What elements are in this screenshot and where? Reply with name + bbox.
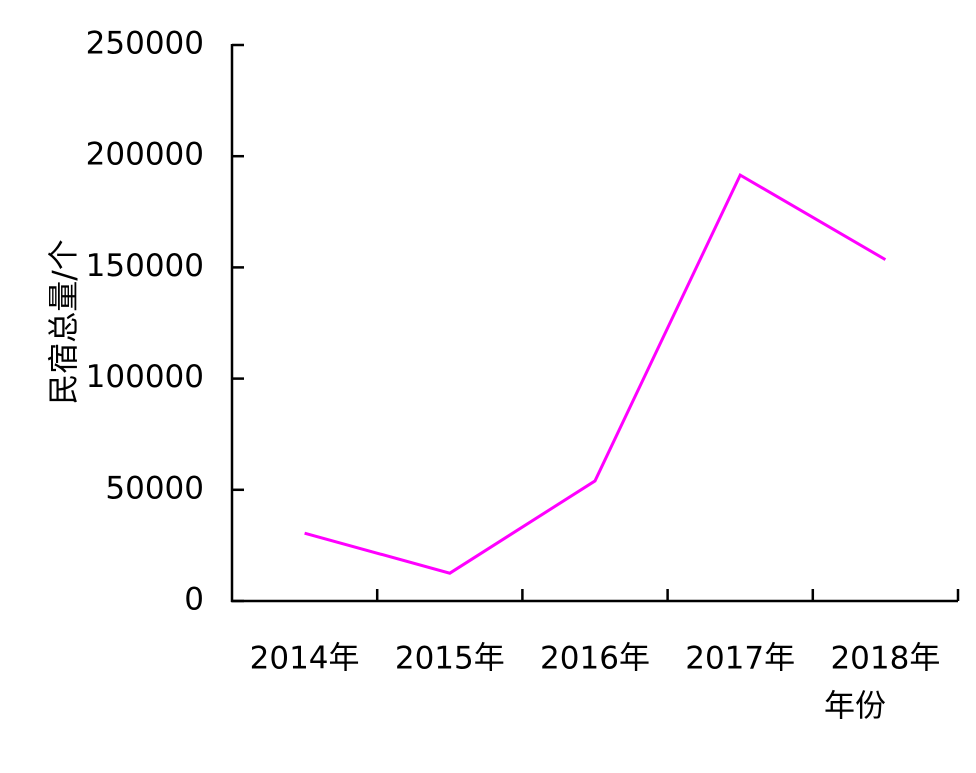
x-tick-label: 2017年 <box>685 641 795 677</box>
x-tick-label: 2018年 <box>830 641 940 677</box>
y-tick-label: 100000 <box>86 359 204 395</box>
y-tick-label: 250000 <box>86 26 204 62</box>
data-line <box>304 172 887 575</box>
y-tick-label: 50000 <box>105 470 204 506</box>
y-tick-label: 200000 <box>86 137 204 173</box>
y-tick-label: 0 <box>184 582 204 618</box>
x-tick-label: 2015年 <box>395 641 505 677</box>
x-axis-label: 年份 <box>824 689 886 725</box>
y-axis-label: 民宿总量/个 <box>47 239 83 404</box>
x-tick-label: 2016年 <box>540 641 650 677</box>
y-tick-label: 150000 <box>86 248 204 284</box>
x-tick-label: 2014年 <box>250 641 360 677</box>
